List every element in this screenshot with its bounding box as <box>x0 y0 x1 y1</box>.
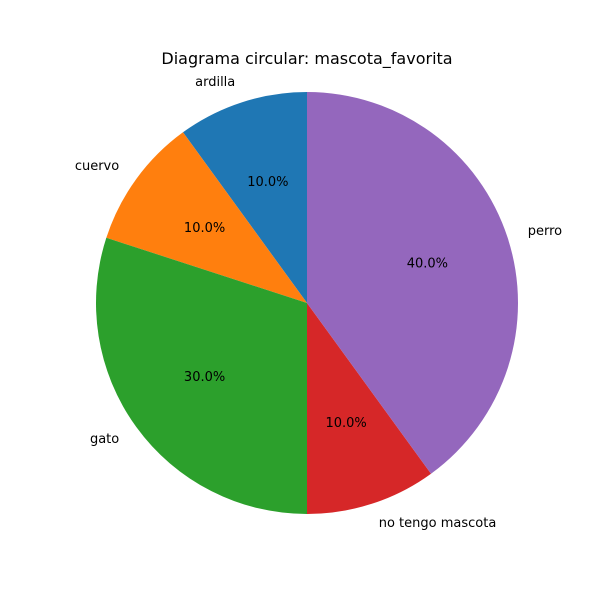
slice-percent-cuervo: 10.0% <box>184 221 225 236</box>
slice-label-perro: perro <box>528 224 562 239</box>
slice-label-gato: gato <box>90 432 119 447</box>
pie-slice-cuervo <box>106 132 307 303</box>
slice-percent-gato: 30.0% <box>184 370 225 385</box>
slice-label-ardilla: ardilla <box>195 75 235 90</box>
slice-label-cuervo: cuervo <box>75 159 119 174</box>
pie-slices <box>95 92 518 514</box>
pie-slice-ardilla <box>182 92 307 303</box>
pie-slice-perro <box>307 92 518 474</box>
pie-slice-gato <box>95 237 307 514</box>
slice-percent-no-tengo-mascota: 10.0% <box>325 416 366 431</box>
slice-percent-perro: 40.0% <box>407 256 448 271</box>
pie-slice-no-tengo-mascota <box>307 303 432 514</box>
slice-label-no-tengo-mascota: no tengo mascota <box>379 516 497 531</box>
slice-percent-ardilla: 10.0% <box>247 175 288 190</box>
pie-labels: ardilla 10.0% cuervo 10.0% gato 30.0% no tengo… <box>75 75 562 531</box>
chart-title: Diagrama circular: mascota_favorita <box>161 49 452 69</box>
